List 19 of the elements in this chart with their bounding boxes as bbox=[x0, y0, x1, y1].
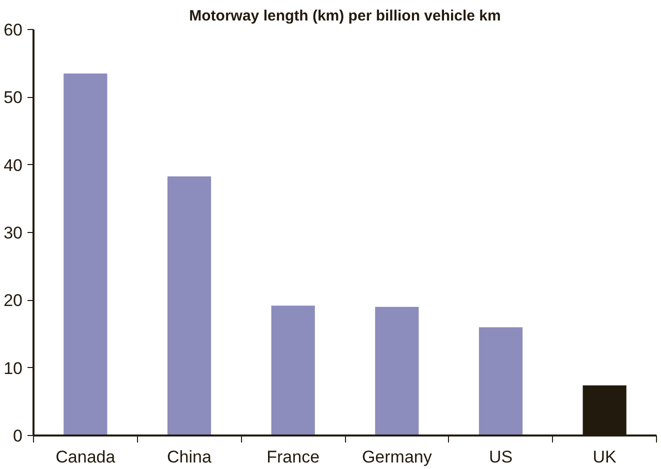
x-tick-label: UK bbox=[592, 448, 618, 466]
y-tick-label: 60 bbox=[4, 20, 23, 40]
y-tick-label: 10 bbox=[4, 358, 23, 378]
y-tick-label: 50 bbox=[4, 88, 23, 108]
x-tick-label: China bbox=[167, 448, 212, 466]
y-tick-label: 40 bbox=[4, 156, 23, 175]
bar bbox=[478, 327, 523, 436]
bar bbox=[167, 176, 212, 436]
x-tick-label: US bbox=[488, 448, 513, 466]
bar bbox=[375, 306, 419, 436]
y-tick-label: 0 bbox=[13, 426, 23, 446]
y-tick-label: 30 bbox=[4, 224, 23, 242]
bar bbox=[271, 306, 315, 436]
x-tick-label: Canada bbox=[56, 448, 116, 466]
y-tick-label: 20 bbox=[4, 291, 23, 310]
chart-title: Motorway length (km) per billion vehicle km bbox=[189, 8, 501, 24]
x-tick-label: Germany bbox=[362, 448, 432, 466]
bar bbox=[64, 73, 108, 436]
x-tick-label: France bbox=[266, 448, 320, 466]
